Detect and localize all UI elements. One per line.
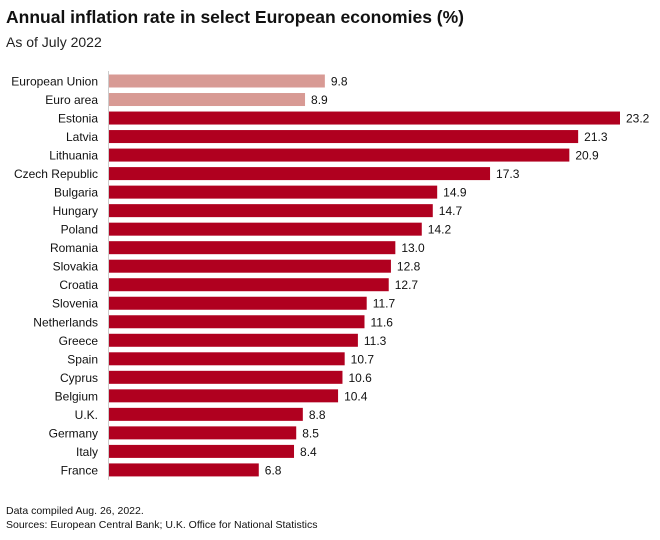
value-label: 6.8 (265, 463, 282, 477)
category-label: Euro area (45, 93, 98, 107)
value-label: 23.2 (626, 112, 650, 126)
category-label: Romania (50, 241, 98, 255)
value-label: 13.0 (401, 241, 425, 255)
category-label: Bulgaria (54, 186, 98, 200)
value-label: 12.8 (397, 260, 421, 274)
category-label: Estonia (58, 112, 98, 126)
bar (109, 296, 367, 310)
value-label: 12.7 (395, 278, 419, 292)
bar (109, 93, 306, 107)
value-label: 20.9 (575, 149, 599, 163)
value-label: 9.8 (331, 75, 348, 89)
footnotes: Data compiled Aug. 26, 2022. Sources: Eu… (6, 504, 317, 532)
category-label: Czech Republic (14, 167, 98, 181)
bar (109, 222, 422, 236)
bar (109, 333, 358, 347)
bar (109, 130, 579, 144)
category-label: Italy (76, 445, 98, 459)
category-label: Croatia (59, 278, 98, 292)
value-label: 11.7 (373, 297, 396, 311)
bar (109, 463, 259, 477)
category-label: Spain (67, 352, 98, 366)
bar (109, 74, 325, 88)
bar (109, 315, 365, 329)
value-label: 8.4 (300, 445, 317, 459)
value-label: 14.2 (428, 223, 452, 237)
value-label: 10.4 (344, 389, 368, 403)
value-label: 8.5 (302, 426, 319, 440)
bar (109, 389, 339, 403)
data-compiled-note: Data compiled Aug. 26, 2022. (6, 505, 144, 517)
bar (109, 241, 396, 255)
value-label: 10.6 (348, 371, 372, 385)
category-label: France (61, 463, 99, 477)
bar (109, 185, 438, 199)
value-label: 17.3 (496, 167, 520, 181)
value-label: 14.9 (443, 186, 467, 200)
bar (109, 278, 389, 292)
category-label: Slovenia (52, 297, 98, 311)
category-label: Slovakia (53, 260, 99, 274)
chart-title: Annual inflation rate in select European… (6, 7, 464, 27)
chart-subtitle: As of July 2022 (6, 34, 102, 50)
value-label: 14.7 (439, 204, 463, 218)
category-label: U.K. (75, 408, 98, 422)
category-label: Belgium (55, 389, 98, 403)
bar (109, 407, 303, 421)
category-label: Cyprus (60, 371, 98, 385)
bar (109, 148, 570, 162)
bar (109, 204, 433, 218)
sources-note: Sources: European Central Bank; U.K. Off… (6, 519, 318, 531)
category-label: Latvia (66, 130, 98, 144)
value-label: 11.3 (364, 334, 387, 348)
bar (109, 444, 295, 458)
bar (109, 370, 343, 384)
value-label: 11.6 (371, 315, 394, 329)
bar (109, 167, 491, 181)
bar (109, 426, 297, 440)
category-label: Hungary (53, 204, 98, 218)
category-label: Poland (61, 223, 98, 237)
value-label: 8.9 (311, 93, 328, 107)
category-label: Lithuania (49, 149, 98, 163)
bar-chart: European Union 9.8 Euro area 8.9 Estonia 23.2… (11, 71, 650, 480)
value-label: 10.7 (351, 352, 375, 366)
bar (109, 111, 620, 125)
bar (109, 352, 345, 366)
category-label: Netherlands (33, 315, 98, 329)
category-label: European Union (11, 75, 98, 89)
value-label: 21.3 (584, 130, 608, 144)
category-label: Germany (49, 426, 98, 440)
category-label: Greece (59, 334, 99, 348)
value-label: 8.8 (309, 408, 326, 422)
bar (109, 259, 391, 273)
